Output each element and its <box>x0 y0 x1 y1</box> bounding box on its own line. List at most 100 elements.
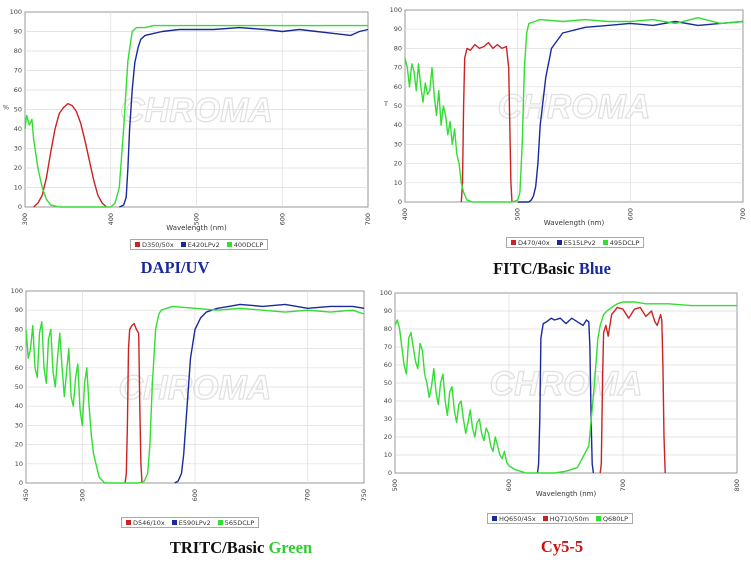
caption-part: Blue <box>578 259 611 278</box>
legend-swatch <box>226 242 232 247</box>
legend-label: E420LPv2 <box>187 240 220 249</box>
x-tick-label: 600 <box>278 213 286 225</box>
chart-panel-tritc: CHROMA 0 10 20 30 40 50 60 70 80 90 100 450 500 600 700… <box>0 285 375 567</box>
chart-panel-cy55: CHROMA 0 10 20 30 40 50 60 70 80 90 100 500 600 700 800… <box>375 285 751 567</box>
y-tick-label: 0 <box>388 469 392 477</box>
y-tick-label: 80 <box>14 47 22 55</box>
y-tick-label: 80 <box>15 325 23 333</box>
x-tick-label: 600 <box>505 479 513 491</box>
legend-entry: Q680LP <box>595 514 628 523</box>
y-tick-label: 0 <box>19 479 23 487</box>
x-tick-label: 600 <box>626 208 634 220</box>
y-tick-label: 30 <box>384 415 392 423</box>
legend-label: E590LPv2 <box>178 518 211 527</box>
legend-entry: D470/40x <box>511 239 550 247</box>
chart-caption-fitc: FITC/Basic Blue <box>493 259 611 279</box>
y-tick-label: 60 <box>15 364 23 372</box>
y-tick-label: 10 <box>14 184 22 192</box>
y-tick-label: 10 <box>394 179 402 187</box>
chart-svg-cy55: CHROMA 0 10 20 30 40 50 60 70 80 90 100 500 600 700 800… <box>380 289 741 498</box>
watermark-text: CHROMA <box>498 88 651 126</box>
legend-swatch <box>602 240 608 245</box>
chart-panel-dapi: CHROMA 0 10 20 30 40 50 60 70 80 90 100 300 400 500 600… <box>0 0 375 285</box>
chart-svg-fitc: CHROMA 0 10 20 30 40 50 60 70 80 90 100 400 500 600 700… <box>383 6 747 227</box>
y-tick-label: 40 <box>15 402 23 410</box>
y-tick-label: 90 <box>14 28 22 36</box>
legend-label: 565DCLP <box>224 518 255 527</box>
legend-entry: 400DCLP <box>226 240 264 249</box>
x-axis-label: Wavelength (nm) <box>536 490 597 498</box>
y-tick-label: 50 <box>384 379 392 387</box>
x-tick-label: 300 <box>21 213 29 225</box>
chart-panel-fitc: CHROMA 0 10 20 30 40 50 60 70 80 90 100 400 500 600 700… <box>375 0 751 285</box>
legend-label: Q680LP <box>602 514 628 523</box>
legend-label: 400DCLP <box>233 240 264 249</box>
caption-part: Cy5-5 <box>540 537 584 556</box>
chart-caption-tritc: TRITC/Basic Green <box>170 538 312 558</box>
x-tick-label: 450 <box>22 489 30 501</box>
legend-entry: D546/10x <box>126 519 165 527</box>
y-tick-label: 60 <box>384 361 392 369</box>
y-tick-label: 40 <box>384 397 392 405</box>
x-tick-label: 700 <box>619 479 627 491</box>
y-tick-label: 20 <box>14 164 22 172</box>
legend-swatch <box>511 240 516 245</box>
y-tick-label: 20 <box>394 160 402 168</box>
y-tick-label: 100 <box>380 289 392 297</box>
chart-legend: D470/40x E515LPv2 495DCLP <box>506 237 645 248</box>
x-tick-label: 700 <box>739 208 747 220</box>
chart-legend: HQ650/45x HQ710/50m Q680LP <box>487 513 633 524</box>
legend-entry: D350/50x <box>135 241 174 249</box>
series-line-hq650-45x <box>536 317 595 474</box>
y-axis-label: T <box>383 100 388 108</box>
caption-part: TRITC/Basic <box>169 538 269 557</box>
y-tick-label: 90 <box>394 25 402 33</box>
caption-part: Green <box>268 538 313 557</box>
y-tick-label: 40 <box>14 125 22 133</box>
legend-entry: E590LPv2 <box>171 518 211 527</box>
y-tick-label: 70 <box>15 345 23 353</box>
legend-swatch <box>126 520 131 525</box>
series-line-565dclp <box>25 305 365 484</box>
y-tick-label: 30 <box>14 145 22 153</box>
series-line-d350-50x <box>33 102 107 208</box>
chart-legend: D546/10x E590LPv2 565DCLP <box>121 517 260 528</box>
y-tick-label: 50 <box>394 102 402 110</box>
y-tick-label: 90 <box>15 306 23 314</box>
y-tick-label: 80 <box>394 44 402 52</box>
y-tick-label: 100 <box>11 287 23 295</box>
legend-label: D546/10x <box>133 518 165 527</box>
legend-label: E515LPv2 <box>563 238 596 247</box>
legend-swatch <box>171 520 177 525</box>
y-tick-label: 30 <box>15 421 23 429</box>
legend-swatch <box>556 240 562 245</box>
x-tick-label: 400 <box>107 213 115 225</box>
legend-swatch <box>492 516 497 521</box>
legend-label: 495DCLP <box>609 238 640 247</box>
watermark-text: CHROMA <box>490 365 643 403</box>
legend-entry: 565DCLP <box>217 518 255 527</box>
y-tick-label: 10 <box>15 460 23 468</box>
y-tick-label: 50 <box>14 106 22 114</box>
legend-swatch <box>217 520 223 525</box>
x-tick-label: 600 <box>191 489 199 501</box>
y-tick-label: 100 <box>10 8 22 16</box>
y-tick-label: 20 <box>384 433 392 441</box>
x-tick-label: 500 <box>514 208 522 220</box>
y-tick-label: 30 <box>394 140 402 148</box>
y-tick-label: 70 <box>14 67 22 75</box>
y-tick-label: 40 <box>394 121 402 129</box>
series-line-400dclp <box>24 24 368 208</box>
legend-label: D350/50x <box>142 240 174 249</box>
y-tick-label: 50 <box>15 383 23 391</box>
series-line-d470-40x <box>460 41 513 203</box>
y-tick-label: 80 <box>384 325 392 333</box>
y-tick-label: 100 <box>390 6 402 14</box>
x-tick-label: 800 <box>733 479 741 491</box>
legend-swatch <box>180 242 186 247</box>
legend-entry: HQ710/50m <box>542 515 589 523</box>
series-line-495dclp <box>404 17 744 203</box>
legend-swatch <box>135 242 140 247</box>
y-tick-label: 90 <box>384 307 392 315</box>
legend-label: D470/40x <box>518 238 550 247</box>
